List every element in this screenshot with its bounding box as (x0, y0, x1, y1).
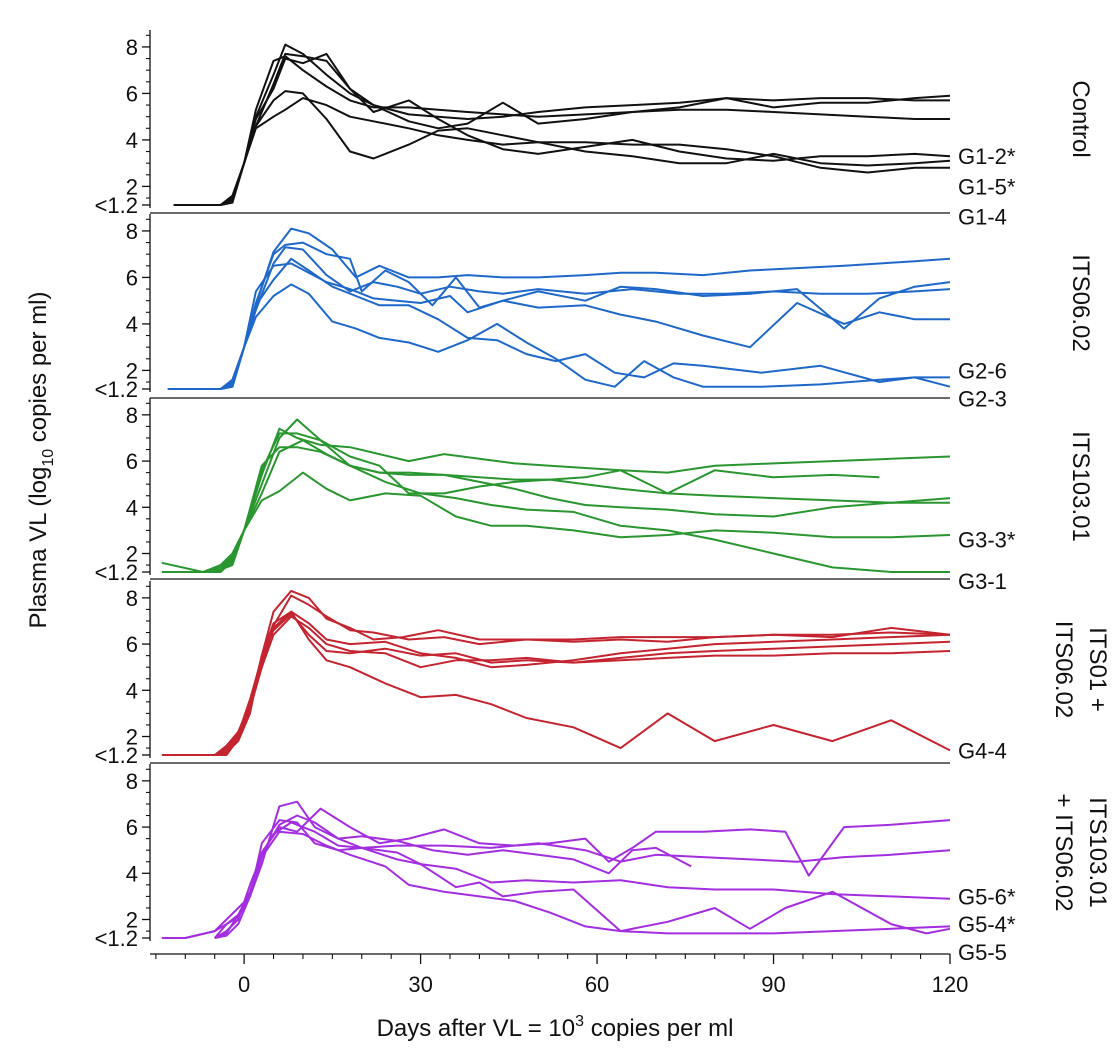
series-line-1-2 (219, 43, 951, 206)
panel-2: <1.22 4 6 8 G2-6 G2-3 ITS06.02 (95, 214, 1094, 411)
animal-label: G5-5 (958, 940, 1007, 965)
series-line-1-4 (220, 52, 951, 206)
animal-label: G3-1 (958, 569, 1007, 594)
x-tick-label: 30 (408, 972, 432, 997)
y-tick-label: <1.2 (95, 743, 138, 768)
panels: <1.22468G1-2*G1-5*G1-4Control<1.22468G2-… (95, 30, 1111, 965)
series-line-3-5 (161, 471, 951, 573)
y-tick-label: 2 (126, 174, 138, 199)
group-label: ITS06.02 (1050, 621, 1077, 718)
series-line-2-6 (220, 257, 951, 390)
x-tick-label: 120 (932, 972, 969, 997)
y-tick-label: 6 (126, 449, 138, 474)
x-tick-label: 60 (585, 972, 609, 997)
series-line-2-3 (220, 241, 951, 390)
panel-1: <1.22 4 6 8 G1-2* G1-5* G1-4 Control (95, 30, 1094, 230)
series-line-2-5 (220, 283, 950, 390)
y-tick-label: 4 (126, 678, 138, 703)
animal-label: G1-5* (958, 174, 1016, 199)
animal-label: G3-3* (958, 528, 1016, 553)
animal-label: G5-6* (958, 884, 1016, 909)
y-tick-label: 8 (126, 769, 138, 794)
y-tick-label: 4 (126, 312, 138, 337)
y-tick-label: 4 (126, 861, 138, 886)
animal-label: G1-2* (958, 144, 1016, 169)
group-label: ITS103.01 (1084, 797, 1111, 908)
series-line-4-3 (214, 610, 951, 756)
series-line-3-4 (202, 446, 951, 573)
y-tick-label: 2 (126, 358, 138, 383)
y-axis-title: Plasma VL (log10 copies per ml) (25, 291, 57, 628)
series-line-5-5 (214, 814, 951, 939)
group-label: + ITS06.02 (1050, 793, 1077, 911)
series-line-1-5 (220, 90, 951, 206)
y-tick-label: 6 (126, 632, 138, 657)
y-tick-label: 4 (126, 495, 138, 520)
series-line-1-3 (220, 55, 950, 206)
series-line-3-2 (202, 418, 880, 573)
y-tick-label: 8 (126, 35, 138, 60)
series-line-1-6 (220, 97, 950, 206)
series-line-1-1 (173, 52, 950, 206)
y-tick-label: 2 (126, 908, 138, 933)
animal-label: G1-4 (958, 205, 1007, 230)
y-tick-label: 8 (126, 586, 138, 611)
y-tick-label: <1.2 (95, 193, 138, 218)
x-tick-label: 0 (238, 972, 250, 997)
y-tick-label: 2 (126, 725, 138, 750)
x-tick-label: 90 (761, 972, 785, 997)
group-label: ITS01 + (1084, 627, 1111, 712)
group-label: ITS06.02 (1067, 254, 1094, 351)
y-tick-label: 2 (126, 542, 138, 567)
animal-label: G2-6 (958, 358, 1007, 383)
y-tick-label: 6 (126, 265, 138, 290)
animal-label: G4-4 (958, 738, 1007, 763)
y-tick-label: <1.2 (95, 377, 138, 402)
x-axis-title: Days after VL = 103 copies per ml (377, 1013, 734, 1042)
series-line-3-6 (202, 439, 950, 573)
group-label: ITS103.01 (1067, 431, 1094, 542)
group-label: Control (1067, 80, 1094, 157)
series-line-5-1 (161, 821, 951, 939)
series-line-4-6 (214, 610, 951, 756)
series-line-4-5 (214, 615, 951, 756)
panel-4: <1.22 4 6 8 G4-4 ITS01 + ITS06.02 (95, 581, 1111, 768)
y-tick-label: <1.2 (95, 560, 138, 585)
y-tick-label: 4 (126, 128, 138, 153)
y-tick-label: 8 (126, 403, 138, 428)
series-line-5-6 (213, 830, 951, 939)
y-tick-label: 8 (126, 219, 138, 244)
animal-label: G5-4* (958, 912, 1016, 937)
y-tick-label: 6 (126, 815, 138, 840)
y-tick-label: <1.2 (95, 926, 138, 951)
x-axis: 0 30 60 90 120 (150, 953, 969, 997)
series-line-2-1 (167, 227, 951, 390)
panel-3: <1.22 4 6 8 G3-3* G3-1 ITS103.01 (95, 398, 1094, 594)
y-tick-label: 6 (126, 81, 138, 106)
series-line-2-4 (219, 262, 950, 390)
panel-5: <1.22 4 6 8 G5-6* G5-4* G5-5 ITS103.01 + ITS06.0… (95, 764, 1111, 965)
animal-label: G2-3 (958, 386, 1007, 411)
